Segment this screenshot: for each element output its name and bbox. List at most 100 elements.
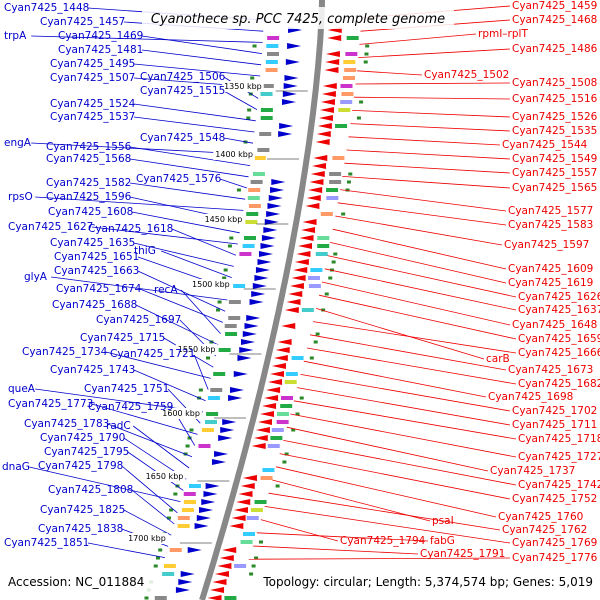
cog-block	[181, 508, 194, 512]
reverse-gene-mark	[321, 91, 336, 97]
cog-block	[225, 332, 238, 336]
left-gene-label: Cyan7425_1795	[44, 446, 129, 458]
right-gene-label: Cyan7425_1666	[518, 347, 600, 359]
cog-block	[315, 252, 328, 256]
right-gene-label: Cyan7425_1742	[518, 479, 600, 491]
right-gene-label: Cyan7425_1776	[512, 552, 598, 564]
forward-gene-mark	[266, 211, 281, 217]
right-leader-line	[275, 466, 497, 518]
left-gene-label: Cyan7425_1506	[140, 71, 226, 83]
right-gene-label: Cyan7425_1727	[518, 451, 600, 463]
right-leader-line	[342, 176, 511, 189]
reverse-gene-mark	[270, 371, 285, 377]
left-leader-line	[132, 425, 190, 469]
cog-block	[320, 212, 333, 216]
gc-mark	[217, 300, 222, 304]
reverse-gene-mark	[229, 523, 244, 529]
left-gene-label: Cyan7425_1798	[38, 460, 123, 472]
right-leader-line	[356, 70, 423, 76]
cog-block	[250, 508, 263, 512]
right-gene-label: Cyan7425_1673	[508, 364, 593, 376]
tick-label: 1600 kbp	[162, 409, 200, 418]
right-gene-label: Cyan7425_1626	[518, 291, 600, 303]
right-gene-label: Cyan7425_1762	[502, 524, 587, 536]
right-leader-line	[256, 532, 429, 542]
cog-block	[345, 52, 358, 56]
gc-mark	[187, 436, 192, 440]
gc-mark	[185, 444, 190, 448]
right-leader-line	[355, 82, 511, 85]
tick-label-background	[202, 214, 245, 225]
left-gene-label: Cyan7425_1743	[50, 364, 135, 376]
right-gene-label: Cyan7425_1769	[512, 537, 597, 549]
gc-mark	[345, 188, 350, 192]
forward-gene-mark	[267, 203, 282, 209]
cog-block	[281, 396, 294, 400]
forward-gene-mark	[251, 291, 266, 297]
right-gene-label: Cyan7425_1718	[518, 433, 600, 445]
right-leader-line	[248, 557, 511, 560]
cog-block	[224, 324, 237, 328]
left-gene-label: trpA	[4, 30, 27, 42]
reverse-gene-mark	[217, 563, 232, 569]
forward-gene-mark	[252, 283, 267, 289]
reverse-gene-mark	[275, 347, 290, 353]
forward-gene-mark	[222, 419, 237, 425]
gc-mark	[363, 60, 368, 64]
reverse-gene-mark	[210, 587, 225, 593]
cog-block	[210, 388, 223, 392]
tick-label-background	[160, 408, 202, 419]
left-gene-label: Cyan7425_1635	[50, 237, 135, 249]
reverse-gene-mark	[289, 283, 304, 289]
cog-block	[260, 108, 273, 112]
gc-mark	[315, 332, 320, 336]
right-gene-label: Cyan7425_1516	[512, 93, 598, 105]
left-gene-label: Cyan7425_1457	[40, 16, 125, 28]
cog-block	[338, 108, 351, 112]
left-gene-label: radC	[106, 420, 131, 432]
right-gene-label: Cyan7425_1508	[512, 77, 597, 89]
right-leader-line	[335, 215, 503, 246]
left-gene-label: Cyan7425_1481	[58, 44, 143, 56]
gc-mark	[158, 548, 163, 552]
reverse-gene-mark	[319, 107, 334, 113]
forward-gene-mark	[255, 267, 270, 273]
cog-block	[206, 412, 219, 416]
left-leader-line	[87, 542, 166, 558]
left-leader-line	[139, 288, 224, 323]
tick-label-background	[143, 471, 186, 482]
right-leader-line	[332, 228, 507, 270]
forward-gene-mark	[205, 483, 220, 489]
cog-block	[228, 316, 241, 320]
right-gene-label: Cyan7425_1577	[508, 205, 593, 217]
gc-mark	[198, 388, 203, 392]
tick-label-background	[175, 344, 218, 355]
reverse-gene-mark	[268, 379, 283, 385]
cog-block	[276, 412, 289, 416]
gc-mark	[153, 564, 158, 568]
right-leader-line	[260, 519, 339, 542]
cog-block	[267, 444, 280, 448]
right-gene-label: Cyan7425_1583	[508, 219, 593, 231]
gc-mark	[333, 252, 338, 256]
reverse-gene-mark	[266, 387, 281, 393]
cog-block	[343, 60, 356, 64]
right-leader-line	[293, 400, 517, 440]
reverse-gene-mark	[212, 579, 227, 585]
gc-mark	[365, 44, 370, 48]
left-gene-label: Cyan7425_1663	[54, 265, 139, 277]
tick-label: 1700 kbp	[128, 534, 166, 543]
right-leader-line	[330, 242, 507, 284]
accession-text: Accession: NC_011884	[8, 575, 144, 589]
cog-block	[340, 100, 353, 104]
right-leader-line	[339, 189, 507, 212]
gc-mark	[229, 236, 234, 240]
gc-mark	[282, 460, 287, 464]
left-leader-line	[91, 403, 198, 435]
left-gene-label: Cyan7425_1537	[50, 111, 135, 123]
gc-mark	[291, 428, 296, 432]
forward-gene-mark	[218, 435, 233, 441]
gc-mark	[299, 396, 304, 400]
left-leader-line	[133, 242, 234, 267]
feature-tracks	[154, 27, 359, 600]
